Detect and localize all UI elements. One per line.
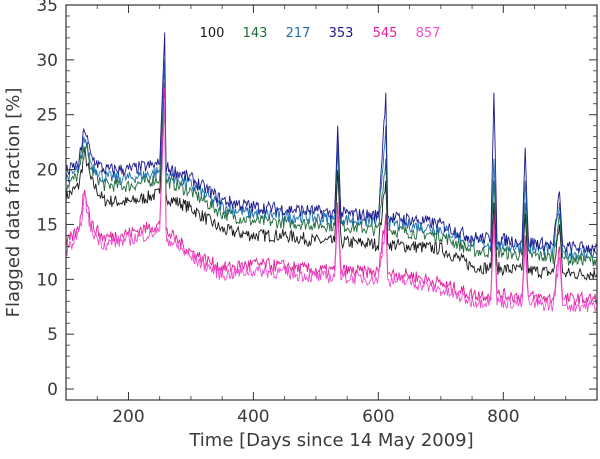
legend-entry-217: 217 [286, 26, 311, 41]
legend-entry-143: 143 [243, 26, 268, 41]
legend-entry-353: 353 [329, 26, 354, 41]
series-line-857 [65, 98, 598, 313]
y-tick-label: 0 [47, 380, 58, 400]
y-axis-title: Flagged data fraction [%] [3, 88, 24, 318]
x-tick-label: 200 [112, 407, 144, 427]
y-tick-label: 15 [36, 215, 58, 235]
series-line-143 [65, 81, 598, 267]
x-tick-label: 400 [237, 407, 269, 427]
legend-entry-545: 545 [373, 26, 398, 41]
x-tick-label: 600 [362, 407, 394, 427]
series-line-100 [65, 103, 598, 281]
x-tick-label: 800 [487, 407, 519, 427]
series-line-353 [65, 32, 598, 254]
y-tick-label: 30 [36, 51, 58, 71]
series-line-217 [65, 59, 598, 260]
y-tick-label: 35 [36, 0, 58, 16]
y-tick-label: 10 [36, 270, 58, 290]
y-tick-label: 20 [36, 161, 58, 181]
legend-entry-100: 100 [200, 26, 225, 41]
y-tick-label: 25 [36, 106, 58, 126]
x-axis-title: Time [Days since 14 May 2009] [188, 430, 473, 451]
y-tick-label: 5 [47, 325, 58, 345]
legend-entry-857: 857 [416, 26, 441, 41]
